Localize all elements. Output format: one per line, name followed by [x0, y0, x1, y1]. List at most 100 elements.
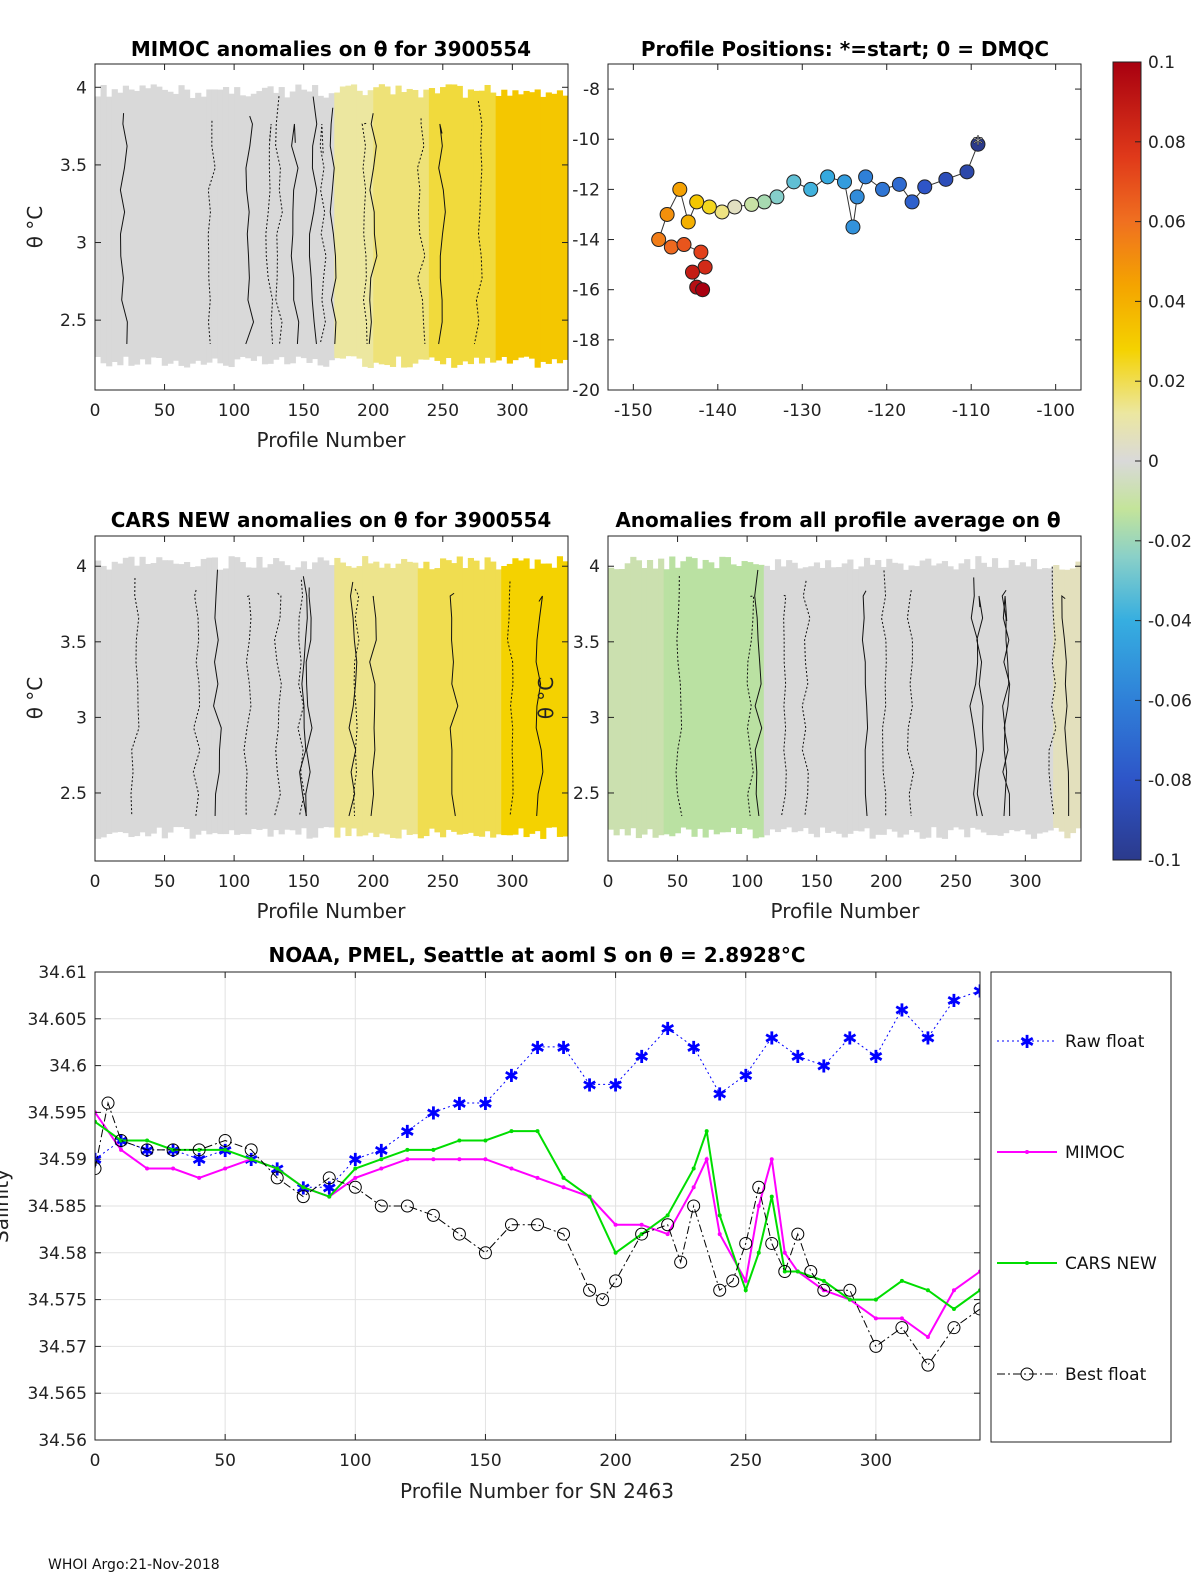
mimoc-axes-box [94, 63, 569, 391]
cars-cell [395, 563, 402, 839]
series-point [223, 1147, 228, 1152]
allavg-ytick-label: 4 [589, 557, 600, 577]
cars-heatmap [95, 536, 568, 861]
cars-xtick-label: 200 [357, 872, 389, 892]
mimoc-cell [512, 90, 519, 361]
cars-contour [299, 576, 308, 817]
cars-cell [111, 561, 118, 833]
allavg-ticks: 0 50 100 150 200 250 300 2.5 3 3.5 4 [573, 536, 1081, 892]
allavg-cell [730, 564, 737, 828]
mimoc-cell [545, 92, 552, 364]
cars-cell [106, 569, 113, 834]
allavg-contour [1061, 594, 1070, 817]
mimoc-cell [373, 87, 380, 363]
mimoc-cell [389, 94, 397, 367]
cars-cell [250, 567, 257, 830]
series-point: ✱ [790, 1047, 805, 1068]
allavg-cell [897, 563, 904, 838]
allavg-contour [906, 590, 915, 817]
cars-anomaly-panel: CARS NEW anomalies on θ for 3900554 0 50 1… [23, 508, 569, 923]
salinity-ytick-label: 34.58 [38, 1244, 87, 1264]
cars-xtick-label: 150 [287, 872, 319, 892]
series-point [322, 1171, 336, 1185]
mimoc-cell [184, 89, 191, 368]
salinity-ticks: 0 50 100 150 200 250 300 34.56 34.565 34.57 34.575… [28, 963, 980, 1471]
positions-ytick-label: -14 [572, 231, 600, 251]
allavg-cell [1003, 567, 1010, 834]
colorbar-tick-label: 0.06 [1148, 213, 1186, 233]
series-point [743, 1278, 748, 1283]
series-point [947, 1321, 961, 1335]
series-point: ✱ [972, 982, 987, 1003]
allavg-cell [630, 556, 637, 829]
series-point [119, 1147, 124, 1152]
allavg-ytick-label: 3.5 [573, 633, 600, 653]
allavg-cell [1075, 561, 1081, 829]
cars-contour [274, 592, 282, 817]
mimoc-cell [534, 89, 541, 368]
mimoc-cell [473, 90, 480, 358]
legend-items: ✱ Raw float MIMOC CARS NEW Best float [997, 1032, 1157, 1385]
mimoc-cell [467, 89, 474, 365]
series-point [218, 1133, 232, 1147]
allavg-cell [830, 567, 837, 832]
colorbar-tick-label: 0.1 [1148, 53, 1175, 73]
mimoc-cell [406, 88, 413, 368]
series-point [535, 1175, 540, 1180]
mimoc-cell [345, 85, 352, 357]
allavg-cell [969, 568, 976, 828]
series-point: ✱ [608, 1075, 623, 1096]
series-point: ✱ [868, 1047, 883, 1068]
salinity-ytick-label: 34.61 [38, 963, 87, 983]
mimoc-cell [295, 84, 302, 357]
track-point [970, 136, 986, 152]
track-point [680, 214, 696, 230]
colorbar-tick-label: 0.04 [1148, 292, 1186, 312]
mimoc-cell [111, 89, 118, 362]
allavg-cell [1014, 565, 1021, 832]
series-point [197, 1175, 202, 1180]
series-point [301, 1185, 306, 1190]
mimoc-cell [156, 86, 163, 358]
cars-cell [534, 559, 541, 832]
track-point [701, 199, 717, 215]
cars-title: CARS NEW anomalies on θ for 3900554 [111, 508, 552, 532]
positions-ytick-label: -16 [572, 281, 600, 301]
allavg-ytick-label: 2.5 [573, 784, 600, 804]
salinity-ytick-label: 34.605 [28, 1010, 87, 1030]
salinity-xtick-label: 100 [339, 1451, 371, 1471]
allavg-xlabel: Profile Number [771, 899, 921, 923]
allavg-cell [786, 560, 793, 828]
mimoc-contour [119, 113, 128, 345]
allavg-contour [976, 595, 984, 817]
allavg-cell [724, 557, 732, 833]
allavg-cell [763, 565, 770, 836]
start-marker: * [973, 132, 983, 156]
cars-cell [334, 557, 341, 838]
footer-text: WHOI Argo:21-Nov-2018 [48, 1557, 220, 1573]
cars-cell [328, 565, 335, 828]
positions-ytick-label: -12 [572, 180, 600, 200]
cars-cell [267, 564, 274, 837]
mimoc-xtick-label: 100 [218, 401, 250, 421]
allavg-xtick-label: 0 [603, 872, 614, 892]
allavg-cell [1053, 564, 1060, 828]
positions-xtick-label: -130 [783, 401, 822, 421]
cars-cell [150, 563, 157, 834]
allavg-cell [836, 567, 843, 834]
series-point [348, 1180, 362, 1194]
allavg-cell [947, 566, 954, 831]
positions-axes-box [607, 63, 1082, 391]
salinity-panel: NOAA, PMEL, Seattle at aoml S on θ = 2.8… [0, 943, 987, 1503]
cars-cell [462, 568, 469, 834]
series-point [223, 1166, 228, 1171]
allavg-cell [925, 558, 932, 838]
colorbar-ticks: -0.1 -0.08 -0.06 -0.04 -0.02 0 0.02 0.04 0.06 0.0… [1135, 53, 1192, 871]
cars-cell [423, 561, 430, 837]
cars-cell [133, 565, 141, 837]
salinity-xtick-label: 300 [860, 1451, 892, 1471]
track-point [837, 174, 852, 190]
allavg-cell [747, 562, 754, 830]
series-point: ✱ [140, 1141, 155, 1162]
